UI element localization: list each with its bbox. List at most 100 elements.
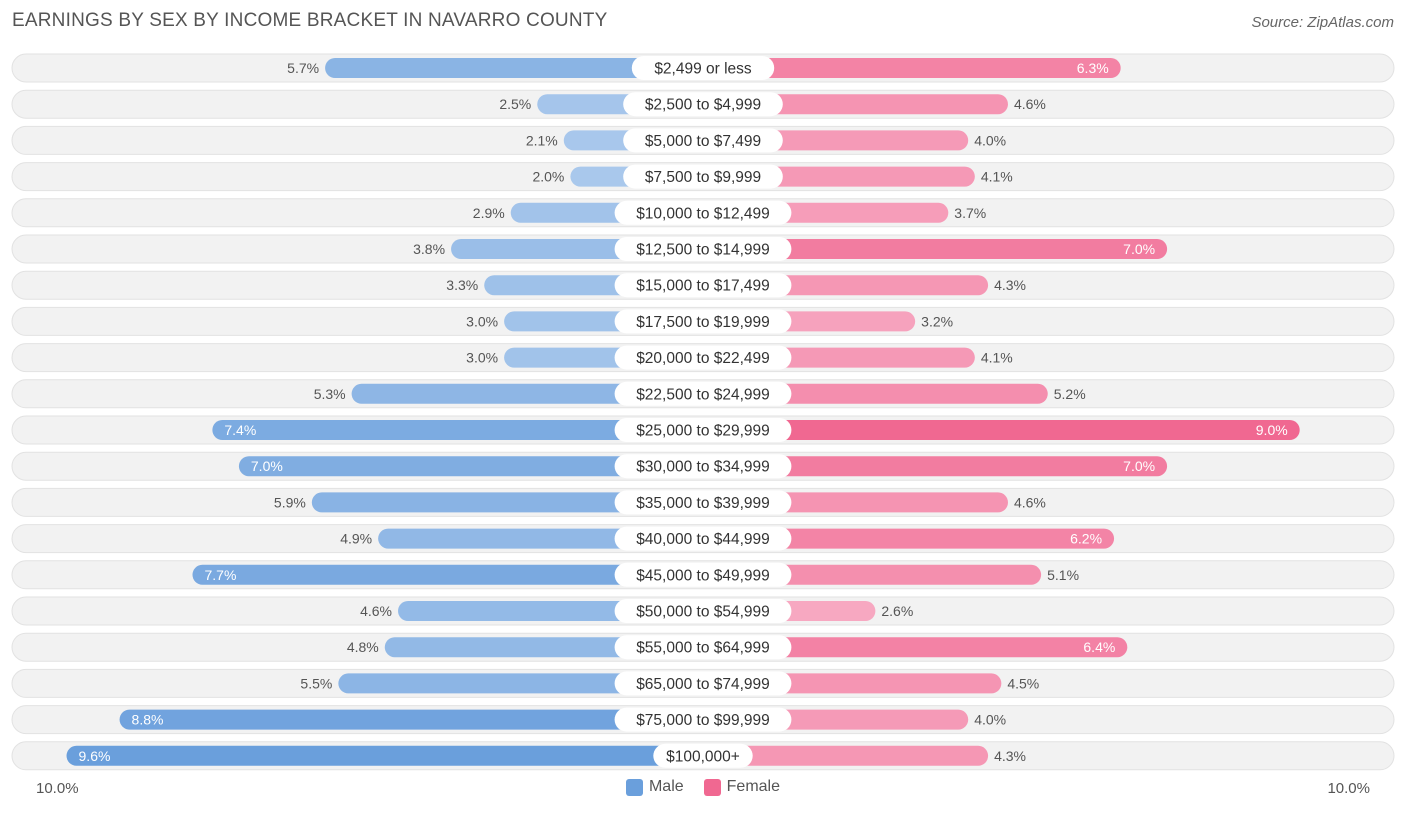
category-label: $75,000 to $99,999: [636, 712, 770, 729]
value-label-male: 4.8%: [347, 639, 379, 655]
category-label: $45,000 to $49,999: [636, 567, 770, 584]
bar-male: [311, 492, 703, 513]
legend-swatch-male: [625, 778, 643, 796]
category-label: $35,000 to $39,999: [636, 495, 770, 512]
category-pill: [631, 56, 775, 80]
chart-row: 2.0% 4.1% $7,500 to $9,999: [11, 162, 1395, 192]
category-pill: [614, 526, 792, 551]
chart-row: 7.4% 9.0% $25,000 to $29,999: [11, 415, 1395, 445]
value-label-female: 5.1%: [1047, 567, 1079, 583]
chart-row: 4.6% 2.6% $50,000 to $54,999: [11, 596, 1395, 626]
category-pill: [614, 309, 792, 334]
bar-female: [703, 239, 1168, 259]
bar-male: [351, 383, 703, 404]
legend-label-female: Female: [726, 778, 781, 795]
bar-male: [66, 745, 703, 766]
category-label: $10,000 to $12,499: [636, 205, 770, 222]
category-label: $17,500 to $19,999: [636, 314, 770, 331]
bar-male: [212, 420, 703, 440]
category-label: $2,500 to $4,999: [645, 97, 761, 114]
category-pill: [623, 164, 783, 189]
axis-right-label: 10.0%: [1327, 780, 1370, 797]
value-label-male: 3.3%: [446, 277, 478, 293]
bar-male: [238, 456, 703, 477]
bar-male: [338, 673, 703, 694]
value-label-female: 4.1%: [981, 169, 1013, 185]
axis-left-label: 10.0%: [36, 780, 79, 797]
category-label: $100,000+: [666, 748, 740, 765]
value-label-female: 4.0%: [974, 132, 1006, 148]
legend-label-male: Male: [648, 778, 684, 795]
chart-row: 2.9% 3.7% $10,000 to $12,499: [11, 198, 1395, 228]
chart-row: 5.7% 6.3% $2,499 or less: [11, 53, 1395, 83]
bar-female: [703, 58, 1121, 78]
category-label: $50,000 to $54,999: [636, 604, 770, 621]
legend-item-female[interactable]: Female: [703, 778, 781, 796]
value-label-female: 6.3%: [1077, 60, 1109, 76]
category-pill: [614, 635, 792, 660]
category-pill: [614, 418, 792, 442]
value-label-female: 6.4%: [1083, 639, 1115, 655]
value-label-male: 3.0%: [466, 350, 498, 366]
value-label-female: 4.1%: [981, 350, 1013, 366]
chart-row: 5.5% 4.5% $65,000 to $74,999: [11, 668, 1395, 698]
bar-female: [703, 745, 989, 766]
chart-row: 4.9% 6.2% $40,000 to $44,999: [11, 524, 1395, 554]
category-pill: [614, 200, 792, 225]
value-label-female: 2.6%: [881, 603, 913, 619]
value-label-male: 4.9%: [340, 531, 372, 547]
category-pill: [614, 273, 792, 298]
category-pill: [614, 707, 792, 732]
value-label-male: 2.5%: [499, 96, 531, 112]
category-label: $20,000 to $22,499: [636, 350, 770, 367]
category-label: $2,499 or less: [654, 61, 752, 78]
category-pill: [614, 562, 792, 587]
category-label: $15,000 to $17,499: [636, 278, 770, 295]
value-label-male: 8.8%: [132, 712, 164, 728]
chart-row: 2.5% 4.6% $2,500 to $4,999: [11, 89, 1395, 119]
chart-row: 7.7% 5.1% $45,000 to $49,999: [11, 560, 1395, 590]
value-label-male: 4.6%: [360, 603, 392, 619]
bar-female: [703, 420, 1300, 440]
bar-female: [703, 456, 1168, 477]
legend: Male Female: [0, 778, 1406, 796]
chart-row: 3.8% 7.0% $12,500 to $14,999: [11, 234, 1395, 264]
category-label: $65,000 to $74,999: [636, 676, 770, 693]
value-label-male: 5.5%: [300, 675, 332, 691]
value-label-male: 2.9%: [473, 205, 505, 221]
category-pill: [614, 381, 792, 406]
value-label-male: 2.0%: [532, 169, 564, 185]
chart-row: 9.6% 4.3% $100,000+: [11, 741, 1395, 771]
category-label: $40,000 to $44,999: [636, 531, 770, 548]
chart-row: 2.1% 4.0% $5,000 to $7,499: [11, 125, 1395, 155]
category-pill: [614, 454, 792, 479]
value-label-male: 5.3%: [314, 386, 346, 402]
legend-item-male[interactable]: Male: [625, 778, 684, 796]
category-label: $55,000 to $64,999: [636, 640, 770, 657]
value-label-female: 4.3%: [994, 748, 1026, 764]
category-pill: [614, 671, 792, 696]
source-credit: Source: ZipAtlas.com: [1251, 14, 1394, 31]
value-label-male: 7.7%: [204, 567, 236, 583]
chart-row: 7.0% 7.0% $30,000 to $34,999: [11, 451, 1395, 481]
value-label-female: 4.6%: [1014, 96, 1046, 112]
bar-male: [325, 58, 703, 78]
category-pill: [653, 743, 753, 768]
value-label-female: 5.2%: [1054, 386, 1086, 402]
category-label: $22,500 to $24,999: [636, 386, 770, 403]
category-pill: [614, 237, 792, 261]
bar-male: [119, 709, 703, 730]
category-label: $12,500 to $14,999: [636, 242, 770, 259]
chart-row: 3.0% 4.1% $20,000 to $22,499: [11, 343, 1395, 373]
chart-row: 4.8% 6.4% $55,000 to $64,999: [11, 632, 1395, 662]
value-label-male: 9.6%: [79, 748, 111, 764]
category-pill: [623, 128, 783, 153]
value-label-male: 7.0%: [251, 458, 283, 474]
value-label-female: 3.7%: [954, 205, 986, 221]
chart-row: 5.9% 4.6% $35,000 to $39,999: [11, 487, 1395, 517]
value-label-female: 7.0%: [1123, 241, 1155, 257]
category-label: $30,000 to $34,999: [636, 459, 770, 476]
value-label-female: 4.3%: [994, 277, 1026, 293]
bar-female: [703, 528, 1115, 549]
